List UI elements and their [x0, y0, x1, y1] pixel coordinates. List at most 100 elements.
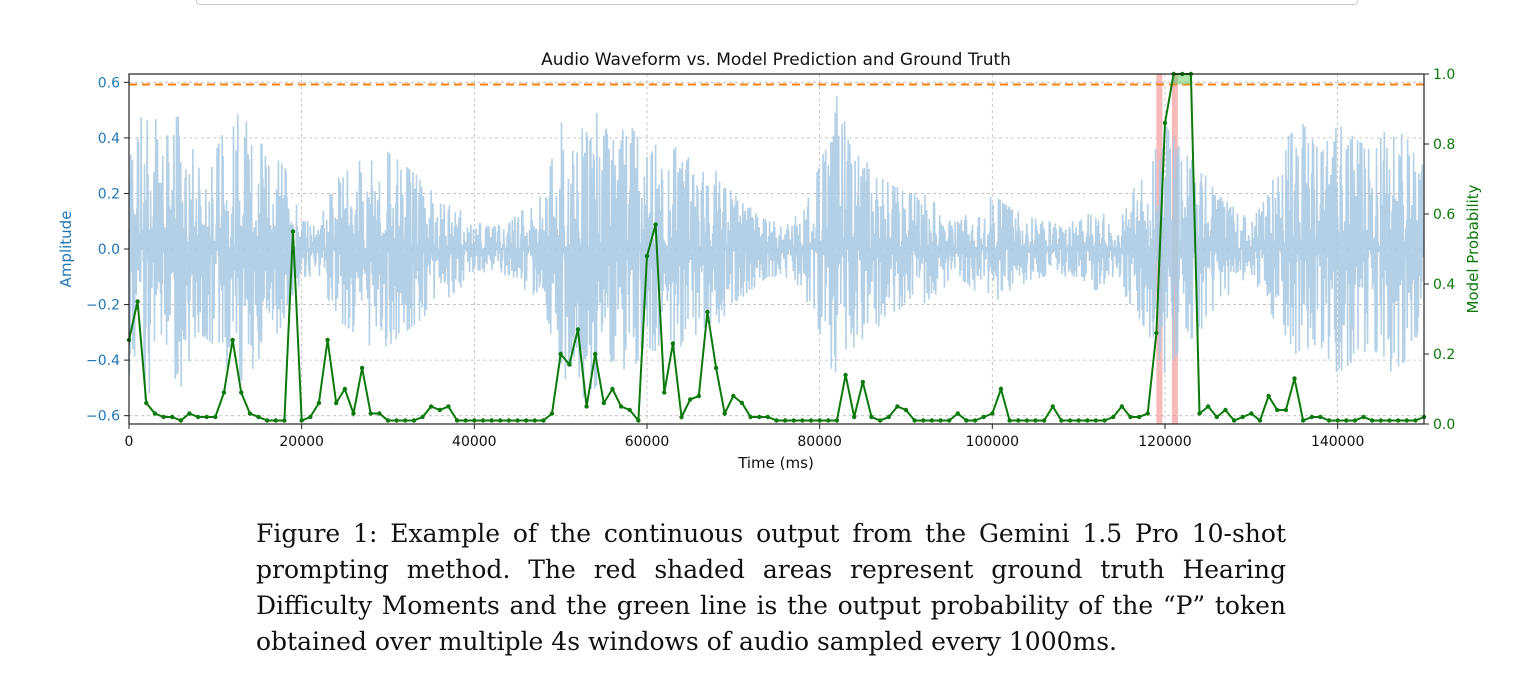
prediction-point	[1128, 414, 1133, 420]
prediction-point	[1344, 418, 1349, 423]
prediction-point	[446, 404, 451, 409]
prediction-point	[826, 418, 831, 423]
prediction-point	[290, 229, 296, 234]
prediction-point	[575, 327, 581, 332]
prediction-point	[912, 418, 917, 423]
prediction-point	[1093, 418, 1099, 423]
right-axis: 1.0 0.8 0.6 0.4 0.2 0.0	[1424, 67, 1455, 433]
prediction-point	[247, 411, 253, 416]
left-tick-label: 0.6	[98, 75, 120, 91]
prediction-point	[662, 390, 667, 395]
x-tick-label: 100000	[966, 434, 1019, 450]
prediction-point	[886, 414, 891, 420]
prediction-point	[869, 414, 874, 420]
prediction-point	[1257, 418, 1263, 423]
chart: Audio Waveform vs. Model Prediction and …	[57, 50, 1482, 472]
prediction-point	[1335, 418, 1340, 423]
figure-caption: Figure 1: Example of the continuous outp…	[256, 516, 1286, 660]
prediction-point	[722, 411, 727, 416]
prediction-point	[264, 418, 270, 423]
waveform-path	[128, 96, 1425, 400]
prediction-point	[774, 418, 779, 423]
right-tick-label: 0.4	[1433, 277, 1455, 293]
prediction-point	[739, 400, 745, 406]
prediction-point	[679, 414, 684, 420]
prediction-point	[610, 386, 615, 392]
prediction-point	[437, 407, 442, 413]
prediction-point	[377, 411, 382, 416]
x-tick-label: 120000	[1138, 434, 1191, 450]
right-tick-label: 0.8	[1433, 137, 1455, 153]
prediction-point	[791, 418, 796, 423]
x-axis-label: Time (ms)	[737, 454, 814, 472]
prediction-point	[584, 404, 589, 409]
prediction-point	[411, 418, 417, 423]
prediction-point	[1378, 418, 1384, 423]
prediction-point	[1352, 418, 1358, 423]
prediction-point	[972, 418, 978, 423]
right-tick-label: 0.6	[1433, 207, 1455, 223]
prediction-point	[1154, 330, 1159, 336]
prediction-point	[325, 337, 330, 343]
prediction-point	[1249, 411, 1254, 416]
prediction-point	[1050, 404, 1055, 409]
prediction-point	[1240, 414, 1245, 420]
prediction-point	[593, 351, 598, 357]
right-tick-label: 1.0	[1433, 67, 1455, 83]
left-tick-label: 0.2	[98, 186, 120, 202]
prediction-point	[705, 309, 710, 315]
prediction-point	[636, 418, 641, 423]
prediction-point	[204, 414, 209, 420]
prediction-point	[1387, 418, 1392, 423]
prediction-point	[1231, 418, 1237, 423]
prediction-point	[178, 418, 183, 423]
x-tick-label: 80000	[797, 434, 842, 450]
caption-text: Figure 1: Example of the continuous outp…	[256, 519, 1286, 656]
prediction-point	[765, 414, 771, 420]
prediction-point	[1136, 414, 1142, 420]
prediction-point	[1413, 418, 1418, 423]
prediction-point	[454, 418, 460, 423]
x-tick-label: 0	[125, 434, 134, 450]
prediction-point	[1361, 414, 1366, 420]
prediction-point	[1370, 418, 1375, 423]
prediction-point	[748, 414, 753, 420]
prediction-point	[1326, 418, 1332, 423]
prediction-point	[558, 351, 563, 357]
prediction-point	[221, 390, 227, 395]
prediction-point	[834, 418, 840, 423]
prediction-point	[731, 393, 736, 399]
prediction-point	[368, 411, 373, 416]
prediction-point	[463, 418, 468, 423]
prediction-point	[808, 418, 814, 423]
above-threshold-fill	[1173, 74, 1191, 85]
prediction-point	[1275, 407, 1280, 413]
prediction-point	[1214, 414, 1220, 420]
prediction-point	[800, 418, 805, 423]
prediction-point	[843, 372, 848, 378]
prediction-point	[256, 414, 261, 420]
prediction-point	[420, 414, 425, 420]
prediction-point	[299, 418, 304, 423]
prediction-point	[860, 379, 866, 385]
prediction-point	[990, 411, 995, 416]
left-tick-label: −0.4	[86, 353, 120, 369]
left-axis-label: Amplitude	[57, 211, 75, 288]
prediction-point	[1318, 414, 1323, 420]
prediction-point	[1309, 414, 1314, 420]
prediction-point	[480, 418, 486, 423]
prediction-point	[921, 418, 926, 423]
prediction-point	[498, 418, 503, 423]
prediction-point	[757, 414, 762, 420]
prediction-point	[852, 414, 857, 420]
prediction-point	[782, 418, 788, 423]
prediction-point	[195, 414, 201, 420]
prediction-point	[144, 400, 149, 406]
left-axis: 0.6 0.4 0.2 0.0 −0.2 −0.4 −0.6	[86, 75, 129, 425]
prediction-point	[1102, 418, 1107, 423]
prediction-point	[1292, 376, 1297, 381]
prediction-point	[1266, 393, 1271, 399]
prediction-line	[126, 71, 1427, 424]
prediction-point	[1205, 404, 1211, 409]
prediction-point	[687, 397, 693, 402]
